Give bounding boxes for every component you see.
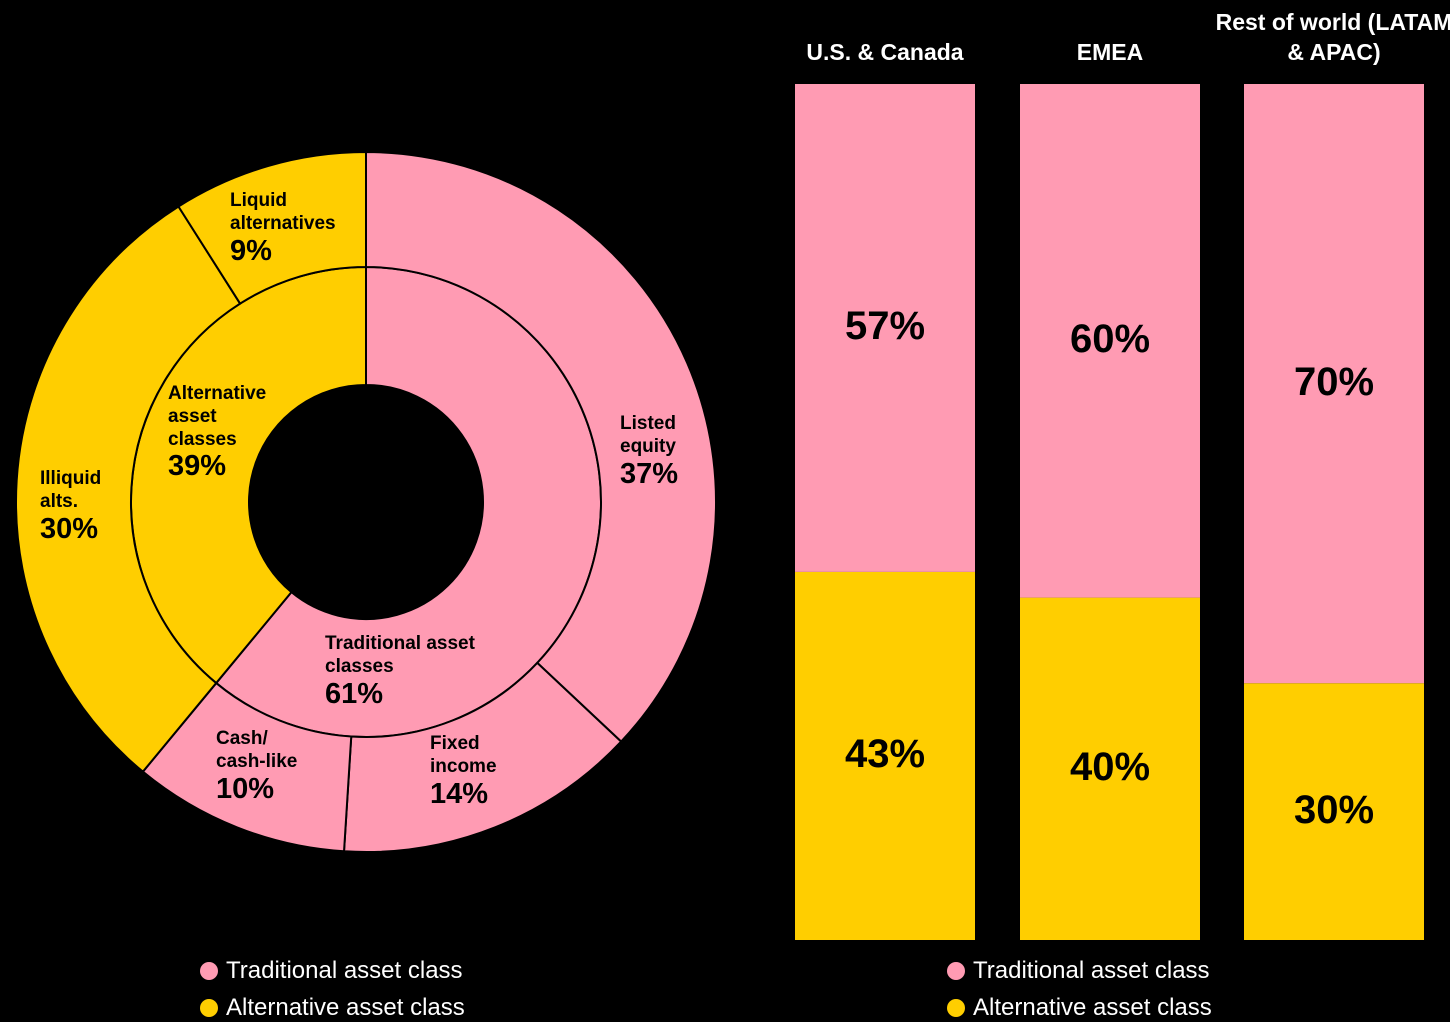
segment-label: Fixed income 14% <box>430 733 520 810</box>
donut-segment <box>15 205 242 774</box>
legend-item: Traditional asset class <box>200 957 463 985</box>
segment-value: 9% <box>230 234 272 267</box>
bar-value-label: 57% <box>844 303 926 348</box>
bar-value-label: 30% <box>1293 787 1375 832</box>
legend-item: Alternative asset class <box>200 994 465 1022</box>
bar-segment <box>1244 84 1424 684</box>
bar-value-label: 60% <box>1069 316 1151 361</box>
segment-value: 14% <box>430 777 489 810</box>
segment-label: Alternative asset classes 39% <box>168 383 278 483</box>
bar-segment <box>1020 84 1200 598</box>
segment-label: Cash/ cash-like 10% <box>216 728 316 805</box>
bar-value-label: 40% <box>1069 744 1151 789</box>
segment-name: Traditional asset classes <box>325 633 475 677</box>
segment-name: Cash/ cash-like <box>216 728 298 772</box>
legend-swatch <box>200 962 218 980</box>
segment-value: 61% <box>325 677 384 710</box>
legend-swatch <box>947 999 965 1017</box>
segment-value: 10% <box>216 772 275 805</box>
segment-value: 30% <box>40 512 99 545</box>
legend-item: Alternative asset class <box>947 994 1212 1022</box>
segment-name: Liquid alternatives <box>230 190 336 234</box>
category-label: Rest of world (LATAM & APAC) <box>1215 9 1450 66</box>
bar-segment <box>1020 597 1200 940</box>
legend-item: Traditional asset class <box>947 957 1210 985</box>
donut-segment <box>365 150 717 744</box>
segment-name: Alternative asset classes <box>168 383 267 450</box>
segment-name: Illiquid alts. <box>40 468 102 512</box>
segment-value: 39% <box>168 450 227 483</box>
legend-label: Traditional asset class <box>226 957 463 984</box>
legend-label: Alternative asset class <box>973 994 1212 1021</box>
legend-swatch <box>200 999 218 1017</box>
category-label: EMEA <box>1076 39 1144 66</box>
segment-label: Traditional asset classes 61% <box>325 633 475 710</box>
donut-segment <box>177 150 367 305</box>
bar-segment <box>795 84 975 572</box>
segment-label: Liquid alternatives 9% <box>230 190 370 267</box>
bar-value-label: 43% <box>844 731 926 776</box>
bar-segment <box>1244 683 1424 940</box>
legend-label: Traditional asset class <box>973 957 1210 984</box>
segment-label: Illiquid alts. 30% <box>40 468 120 545</box>
category-label: U.S. & Canada <box>806 39 964 66</box>
bar-segment <box>795 571 975 940</box>
segment-value: 37% <box>620 457 679 490</box>
segment-label: Listed equity 37% <box>620 413 700 490</box>
segment-name: Listed equity <box>620 413 676 457</box>
bar-value-label: 70% <box>1293 359 1375 404</box>
legend-swatch <box>947 962 965 980</box>
segment-name: Fixed income <box>430 733 497 777</box>
legend-label: Alternative asset class <box>226 994 465 1021</box>
